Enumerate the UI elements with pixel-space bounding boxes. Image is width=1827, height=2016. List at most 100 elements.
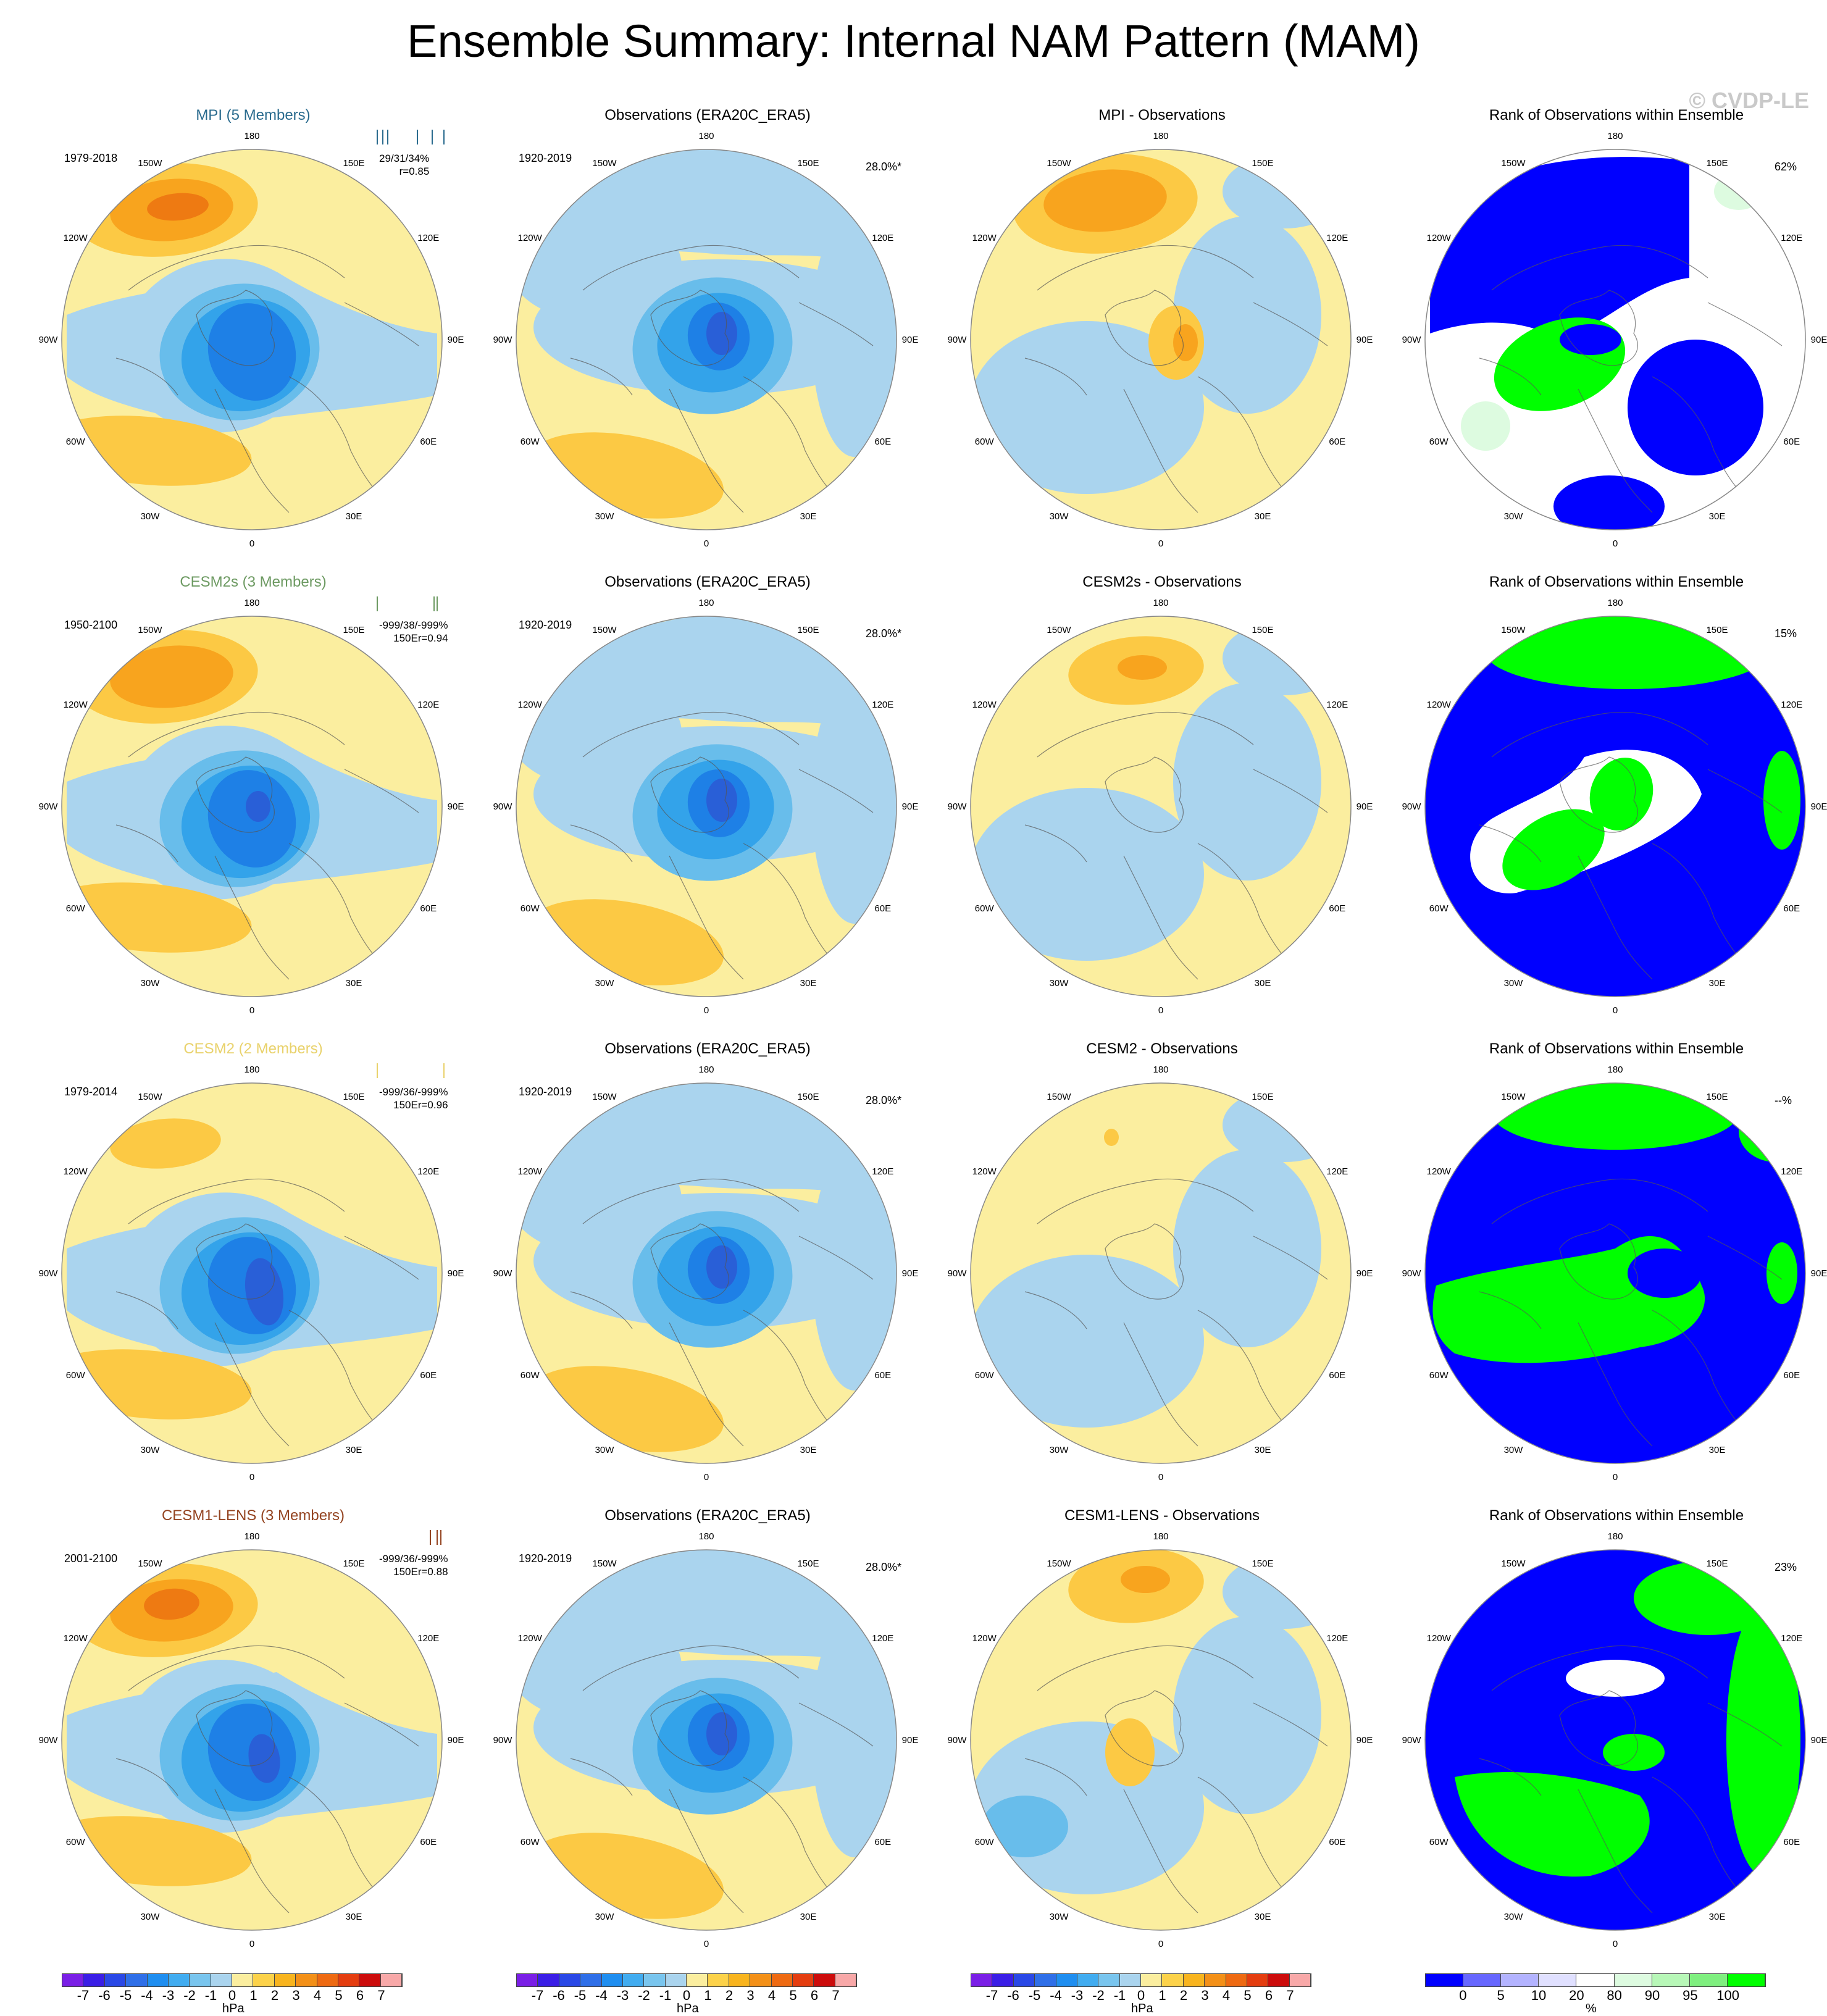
range-tick [443, 130, 445, 144]
panel-model-row2: 180 150E 120E 90E 60E 30E 0 30W 60W 90W 120W 150W CE… [25, 566, 482, 1032]
colorbar-swatch [317, 1974, 338, 1986]
watermark-text: © CVDP-LE [1689, 88, 1809, 113]
colorbar-hpa-diff: -7 -6 -5 -4 -3 -2 -1 0 1 2 3 4 5 6 7 hPa [971, 1973, 1311, 2015]
colorbar-swatch [992, 1974, 1014, 1986]
lon-label: 180 [1153, 1531, 1168, 1542]
lon-label: 120E [1326, 1633, 1348, 1644]
colorbar-tick-label: -2 [183, 1988, 196, 2003]
colorbar-swatch [1098, 1974, 1120, 1986]
lon-label: 120W [1427, 1166, 1452, 1177]
stats-percent: 29/31/34% [379, 153, 430, 164]
diff-r2-contour-region [1173, 683, 1321, 880]
colorbar-tick-label: 80 [1607, 1988, 1622, 2003]
colorbar-tick-label: 3 [292, 1988, 300, 2003]
lon-label: 60E [420, 437, 437, 447]
lon-label: 150W [592, 1558, 617, 1569]
colorbar-tick-label: 3 [1201, 1988, 1209, 2003]
colorbar-tick-label: -1 [659, 1988, 672, 2003]
diff-r4-contour-region [1121, 1566, 1170, 1593]
colorbar-pct-rank: 0 5 10 20 80 90 95 100% [1425, 1973, 1766, 2015]
lon-label: 90W [39, 1268, 59, 1279]
colorbar-tick-label: 4 [1222, 1988, 1231, 2003]
lon-label: 150E [1706, 625, 1728, 635]
model-r1-rim [61, 149, 443, 530]
lon-label: 60W [521, 1370, 540, 1381]
lon-label: 30E [1709, 1445, 1726, 1455]
colorbar-tick-label: 6 [1265, 1988, 1273, 2003]
colorbar-swatch [232, 1974, 254, 1986]
rank-r2-contour-region [1589, 758, 1653, 830]
colorbar-swatch [1141, 1974, 1163, 1986]
lon-label: 30W [141, 1445, 161, 1455]
colorbar-swatch [1268, 1974, 1290, 1986]
colorbar-swatch [601, 1974, 623, 1986]
range-tick [416, 130, 418, 144]
lon-label: 60W [66, 1370, 86, 1381]
lon-label: 150E [343, 158, 364, 169]
lon-label: 90W [493, 335, 513, 345]
diff-r2-rim [970, 616, 1352, 997]
colorbar-swatch [1077, 1974, 1099, 1986]
diff-r3-contour-region [971, 1255, 1204, 1428]
panel-rank-row2: 180 150E 120E 90E 60E 30E 0 30W 60W 90W 120W 150W Ra… [1388, 566, 1827, 1032]
lon-label: 90E [1357, 1735, 1373, 1746]
model-r1-map: 180 150E 120E 90E 60E 30E 0 30W 60W 90W 120W 150W [39, 131, 464, 549]
lon-label: 60E [874, 1837, 891, 1847]
colorbar-swatches [971, 1973, 1311, 1987]
lon-label: 150E [797, 625, 819, 635]
obs-r4-map: 180 150E 120E 90E 60E 30E 0 30W 60W 90W 120W 150W [493, 1531, 919, 1949]
obs-r4-contour-region [521, 1550, 892, 1672]
stats-label: -999/38/-999% 150Er=0.94 [379, 619, 448, 645]
diff-r1-contour-region [1173, 324, 1198, 361]
model-r2-map: 180 150E 120E 90E 60E 30E 0 30W 60W 90W 120W 150W [39, 598, 464, 1016]
lon-label: 150W [1047, 158, 1071, 169]
range-tick [440, 1530, 441, 1545]
colorbar-tick-label: -1 [1113, 1988, 1126, 2003]
lon-label: 30W [1504, 511, 1524, 522]
lon-label: 90E [448, 1268, 464, 1279]
colorbar-swatch [62, 1974, 84, 1986]
lon-label: 150E [797, 158, 819, 169]
obs-r3-contour-region [521, 1083, 892, 1205]
colorbar-tick-label: 0 [682, 1988, 691, 2003]
colorbar-tick-label: 95 [1683, 1988, 1698, 2003]
rank-r3-contour-region [1739, 1100, 1805, 1162]
panel-title: MPI - Observations [1098, 107, 1226, 123]
lon-label: 30E [1255, 511, 1271, 522]
lon-label: 90W [1402, 335, 1422, 345]
lon-label: 60E [874, 437, 891, 447]
colorbar-tick-labels: -7 -6 -5 -4 -3 -2 -1 0 1 2 3 4 5 6 7 [971, 1988, 1311, 2003]
model-r4-contour-region [144, 1588, 199, 1620]
lon-label: 60E [420, 903, 437, 914]
obs-r4-rim [516, 1549, 897, 1931]
lon-label: 150E [1706, 158, 1728, 169]
panel-title: Observations (ERA20C_ERA5) [604, 1040, 811, 1057]
lon-label: 180 [1153, 1064, 1168, 1075]
panel-title: Rank of Observations within Ensemble [1489, 1507, 1744, 1524]
lon-label: 150W [138, 1558, 162, 1569]
colorbar-tick-label: -6 [98, 1988, 111, 2003]
lon-label: 30E [1255, 1445, 1271, 1455]
colorbar-tick-label: 10 [1531, 1988, 1547, 2003]
colorbar-tick-label: -2 [638, 1988, 650, 2003]
ensemble-range-ticks [377, 126, 446, 146]
model-r1-contour-region [147, 193, 209, 221]
percent-label: 23% [1775, 1561, 1797, 1573]
lon-label: 60W [975, 1370, 995, 1381]
panel-title: MPI (5 Members) [196, 107, 311, 123]
colorbar-tick-labels: -7 -6 -5 -4 -3 -2 -1 0 1 2 3 4 5 6 7 [516, 1988, 857, 2003]
diff-r3-contour-region [1104, 1129, 1119, 1146]
colorbar-swatch [517, 1974, 538, 1986]
panel-diff-row3: 180 150E 120E 90E 60E 30E 0 30W 60W 90W 120W 150W CE… [934, 1032, 1390, 1499]
lon-label: 120W [64, 700, 88, 710]
percent-label: 28.0%* [866, 161, 902, 173]
colorbar-swatch [1247, 1974, 1269, 1986]
range-tick [430, 1530, 432, 1545]
lon-label: 30E [1709, 978, 1726, 989]
obs-r1-contour-region [811, 210, 897, 457]
diff-r4-rim [970, 1549, 1352, 1931]
lon-label: 60E [1329, 1370, 1345, 1381]
lon-label: 150W [138, 158, 162, 169]
lon-label: 120E [872, 1633, 893, 1644]
diff-r4-contour-region [1173, 1617, 1321, 1814]
